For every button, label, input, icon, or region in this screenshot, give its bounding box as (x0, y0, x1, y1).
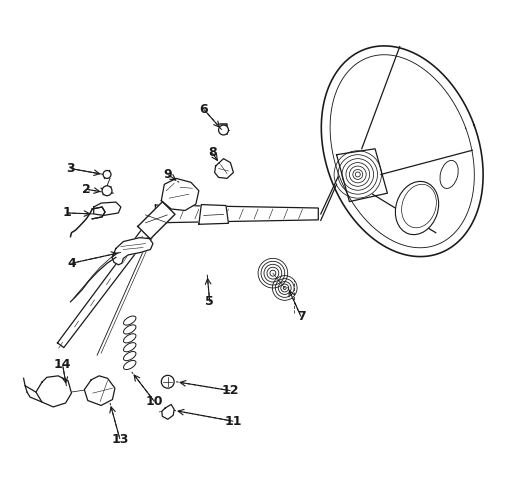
Polygon shape (58, 215, 161, 347)
Ellipse shape (402, 184, 436, 228)
Text: 11: 11 (224, 415, 242, 428)
Polygon shape (138, 202, 175, 239)
Polygon shape (36, 376, 71, 407)
Polygon shape (215, 159, 233, 178)
Circle shape (219, 125, 229, 135)
Text: 9: 9 (164, 168, 172, 181)
Polygon shape (93, 202, 121, 215)
Ellipse shape (440, 160, 458, 189)
Ellipse shape (395, 181, 439, 235)
Polygon shape (84, 376, 115, 405)
Text: 6: 6 (200, 103, 208, 116)
Text: 12: 12 (222, 384, 239, 397)
Text: 14: 14 (54, 358, 71, 371)
Text: 4: 4 (67, 257, 76, 270)
Polygon shape (162, 404, 174, 419)
Text: 10: 10 (146, 395, 163, 408)
Text: 1: 1 (62, 206, 71, 219)
Polygon shape (155, 205, 318, 223)
Circle shape (162, 375, 174, 388)
Circle shape (103, 170, 111, 178)
Polygon shape (162, 178, 199, 210)
Polygon shape (92, 207, 105, 219)
Circle shape (102, 186, 112, 196)
Text: 3: 3 (66, 162, 75, 175)
Polygon shape (199, 204, 229, 224)
Polygon shape (112, 238, 153, 265)
Text: 5: 5 (205, 296, 214, 308)
Text: 2: 2 (82, 183, 91, 196)
Text: 13: 13 (111, 433, 128, 446)
Text: 8: 8 (208, 146, 216, 159)
Text: 7: 7 (297, 310, 305, 323)
